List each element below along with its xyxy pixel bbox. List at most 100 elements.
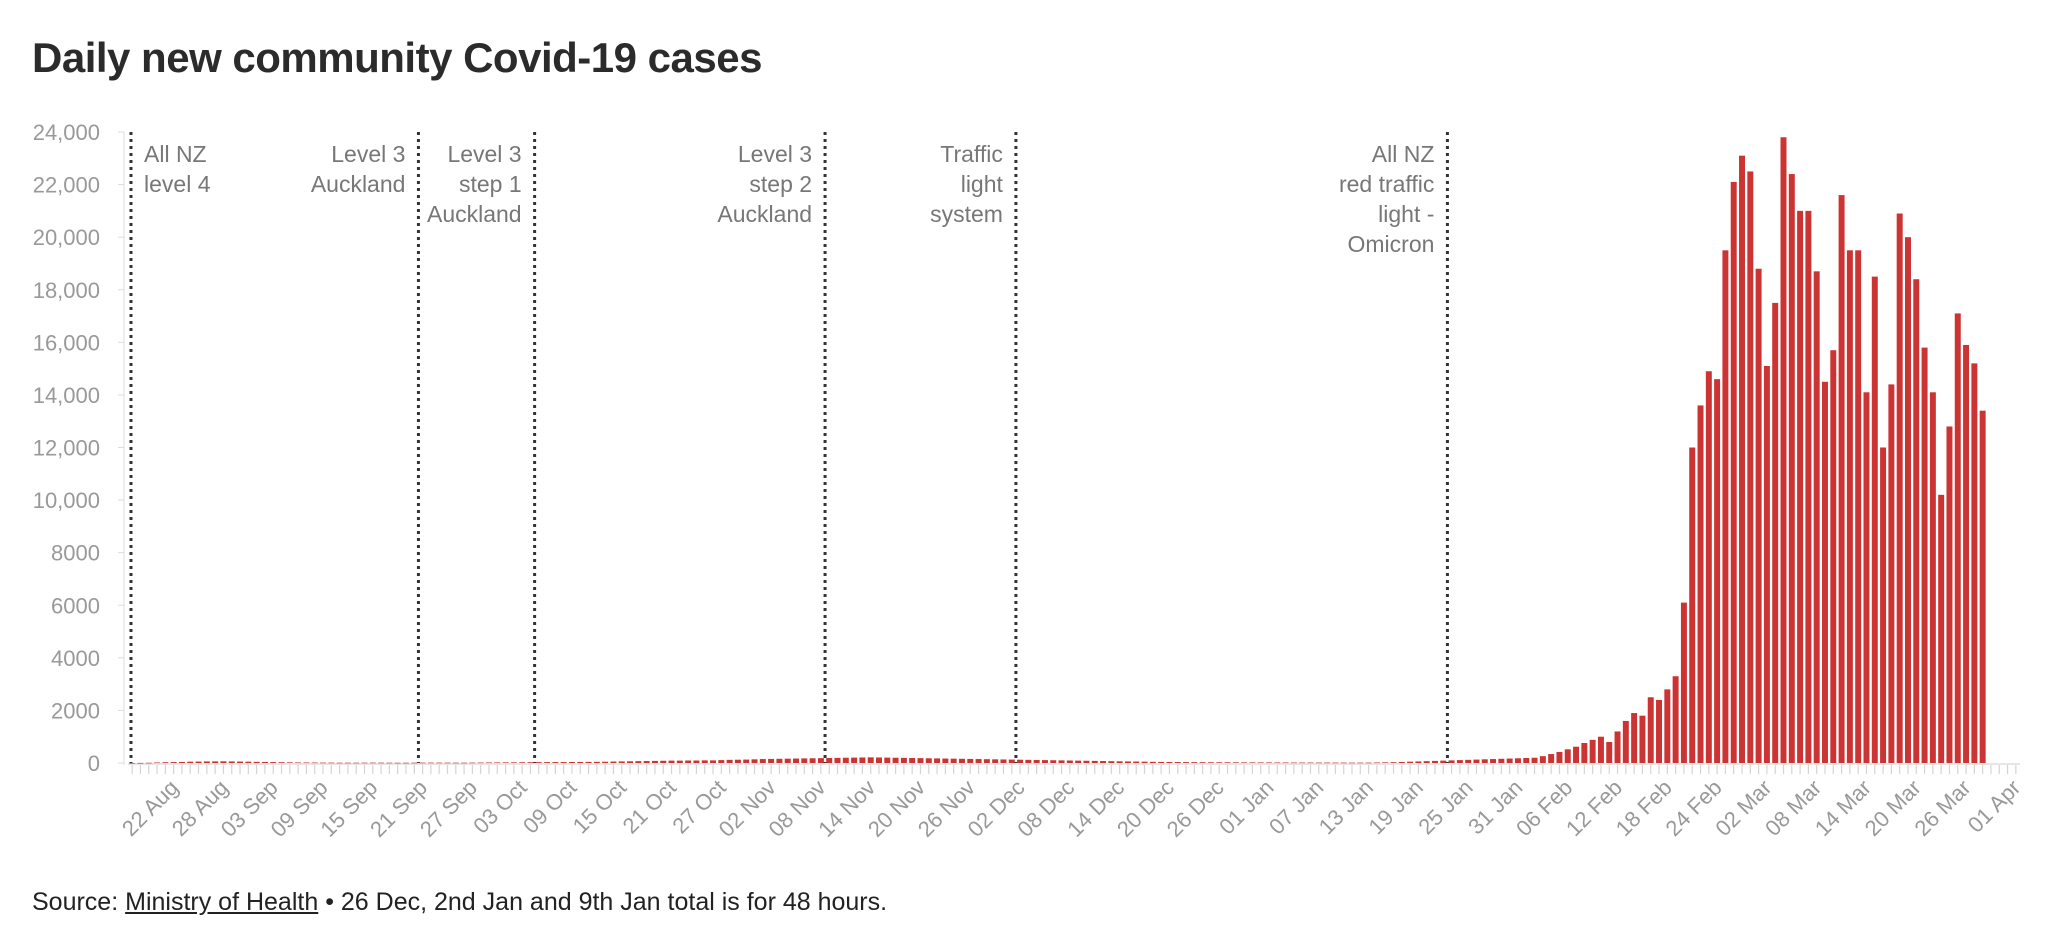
- bar: [1133, 761, 1140, 763]
- bar: [519, 762, 526, 763]
- bar: [1830, 350, 1837, 763]
- bar: [958, 758, 965, 763]
- y-tick-label: 6000: [51, 593, 100, 618]
- bar: [361, 762, 368, 764]
- bar: [842, 757, 849, 763]
- bar: [1498, 758, 1505, 763]
- bar: [817, 758, 824, 763]
- bar: [892, 757, 899, 763]
- bar: [1589, 739, 1596, 763]
- bar: [1929, 392, 1936, 763]
- bar: [552, 762, 559, 763]
- bar: [768, 758, 775, 763]
- x-tick-label: 09 Oct: [518, 775, 582, 839]
- bar: [1207, 762, 1214, 763]
- bar: [925, 758, 932, 763]
- bar: [1249, 762, 1256, 763]
- event-annotation-label: All NZ: [144, 141, 207, 167]
- bar: [1880, 447, 1887, 763]
- bar: [220, 761, 227, 763]
- bar: [718, 760, 725, 763]
- bar: [1382, 762, 1389, 763]
- bar: [992, 759, 999, 763]
- bar: [510, 762, 517, 763]
- bar: [535, 762, 542, 763]
- bar: [1938, 494, 1945, 763]
- bar: [485, 762, 492, 764]
- bar: [751, 759, 758, 763]
- bar: [1407, 761, 1414, 763]
- bar: [1747, 171, 1754, 763]
- y-tick-label: 14,000: [33, 383, 100, 408]
- bar: [245, 761, 252, 763]
- bar: [585, 761, 592, 763]
- source-note: • 26 Dec, 2nd Jan and 9th Jan total is f…: [325, 888, 888, 916]
- bar: [353, 762, 360, 764]
- bar: [1149, 761, 1156, 763]
- bar: [1548, 754, 1555, 763]
- bar: [1913, 279, 1920, 763]
- bar: [1465, 759, 1472, 763]
- bar: [1763, 365, 1770, 763]
- bar: [1514, 758, 1521, 763]
- bar: [1822, 381, 1828, 763]
- chart-title: Daily new community Covid-19 cases: [32, 34, 762, 81]
- bar: [1979, 410, 1986, 763]
- event-annotation-label: Level 3: [331, 141, 405, 167]
- y-tick-label: 18,000: [33, 278, 100, 303]
- bar: [975, 759, 982, 763]
- bar: [145, 762, 152, 764]
- bar: [1349, 762, 1355, 764]
- bar: [776, 758, 783, 763]
- bar: [1340, 762, 1347, 764]
- chart-footer: Source: Ministry of Health • 26 Dec, 2nd…: [32, 888, 887, 917]
- event-annotation-label: Level 3: [447, 141, 521, 167]
- bar: [469, 762, 476, 764]
- bar: [1357, 762, 1364, 764]
- bar: [1506, 758, 1513, 763]
- bar: [311, 762, 318, 764]
- bar: [793, 758, 799, 763]
- bar: [1174, 762, 1181, 763]
- bar: [1257, 762, 1264, 764]
- bar: [1456, 760, 1463, 763]
- bar: [278, 762, 285, 763]
- bar: [1606, 741, 1613, 763]
- bar: [1739, 155, 1745, 764]
- bar: [270, 762, 277, 763]
- bar: [577, 761, 584, 763]
- bar: [178, 761, 185, 763]
- bar: [1531, 757, 1538, 763]
- bar: [303, 762, 310, 764]
- bar: [1116, 761, 1123, 763]
- bar: [1124, 761, 1131, 763]
- bar: [1946, 426, 1953, 763]
- x-tick-label: 01 Jan: [1214, 775, 1278, 839]
- bar: [710, 760, 717, 763]
- bar: [651, 760, 658, 763]
- bar: [643, 761, 650, 763]
- event-annotation-label: Auckland: [427, 201, 522, 227]
- bar: [1705, 371, 1712, 763]
- bar: [1390, 762, 1397, 763]
- bar: [884, 757, 891, 763]
- bar: [286, 762, 293, 763]
- bar: [1050, 760, 1057, 763]
- event-annotation-label: step 2: [749, 171, 812, 197]
- x-tick-label: 15 Oct: [568, 775, 632, 839]
- bar: [411, 762, 418, 764]
- bar: [1490, 759, 1497, 763]
- bar: [834, 757, 841, 763]
- bar: [1033, 759, 1040, 763]
- bar: [1241, 762, 1248, 763]
- bar: [1631, 713, 1638, 763]
- bar: [1398, 761, 1405, 763]
- bar: [1365, 762, 1372, 764]
- bar: [336, 762, 343, 764]
- bar: [386, 762, 393, 764]
- bar: [1672, 676, 1679, 763]
- y-tick-label: 4000: [51, 646, 100, 671]
- bar: [1722, 250, 1729, 763]
- source-link[interactable]: Ministry of Health: [125, 888, 319, 916]
